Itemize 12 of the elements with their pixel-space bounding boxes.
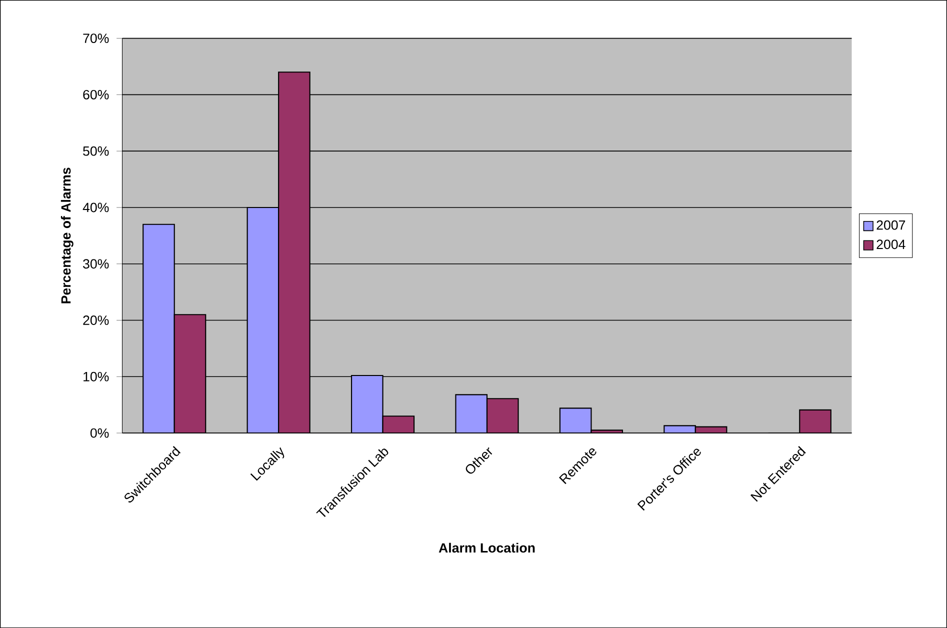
x-axis-title: Alarm Location bbox=[438, 542, 535, 553]
y-tick-label: 10% bbox=[84, 372, 109, 382]
y-tick-label: 0% bbox=[90, 428, 109, 438]
y-axis-title: Percentage of Alarms bbox=[60, 168, 74, 304]
y-tick-label: 40% bbox=[82, 202, 109, 212]
legend-label: 2004 bbox=[876, 240, 906, 249]
y-tick-label: 50% bbox=[83, 146, 109, 156]
y-tick-label: 70% bbox=[83, 33, 109, 43]
y-tick-label: 30% bbox=[83, 259, 109, 268]
legend-label: 2007 bbox=[876, 220, 906, 230]
y-tick-label: 60% bbox=[83, 90, 109, 100]
y-tick-label: 20% bbox=[83, 315, 109, 325]
